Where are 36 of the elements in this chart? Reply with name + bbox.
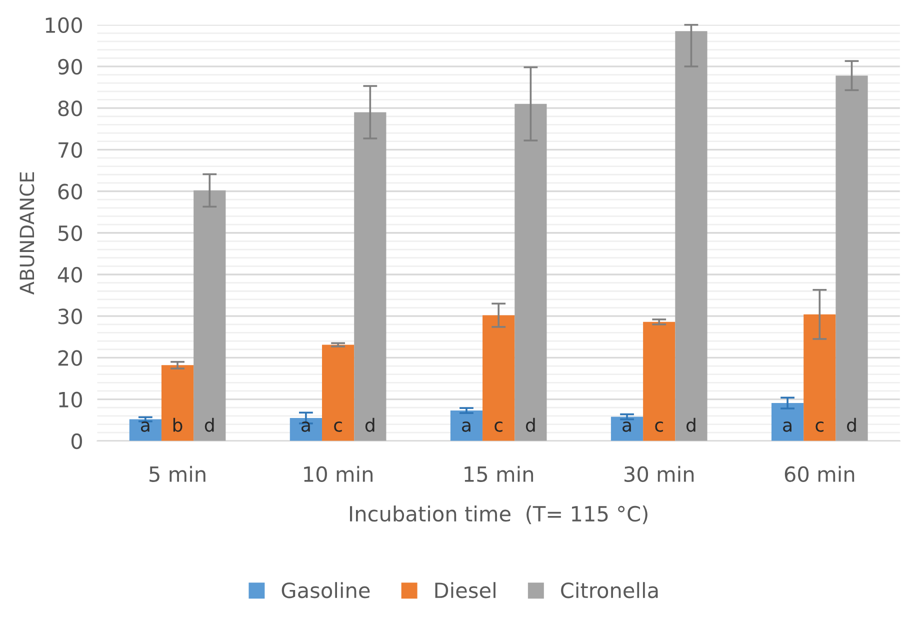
data-label: d <box>204 418 214 432</box>
legend-label: Diesel <box>435 582 496 598</box>
y-tick-label: 70 <box>58 142 82 158</box>
data-label: a <box>140 421 150 432</box>
data-label: a <box>462 421 470 432</box>
legend-label: Gasoline <box>282 582 370 598</box>
data-label: a <box>622 421 631 432</box>
y-tick-label: 50 <box>58 225 82 242</box>
y-tick-label: 40 <box>58 266 82 283</box>
data-label: b <box>173 418 182 432</box>
data-label: d <box>365 418 374 432</box>
x-tick-label: 60 min <box>784 466 854 482</box>
data-label: a <box>783 421 792 432</box>
x-tick-label: 30 min <box>624 466 694 482</box>
x-tick-label: 15 min <box>464 466 534 482</box>
data-label: c <box>816 421 824 432</box>
data-label: a <box>302 421 310 432</box>
x-tick-label: 10 min <box>304 466 372 482</box>
y-tick-label: 20 <box>58 350 82 366</box>
data-label: c <box>655 421 663 432</box>
data-label: c <box>494 421 502 432</box>
x-axis-title: Incubation time (T= 115 °C) <box>350 506 648 524</box>
y-axis-title: ABUNDANCE <box>20 172 34 295</box>
y-tick-label: 100 <box>46 17 82 34</box>
data-label: c <box>334 421 342 432</box>
x-tick-label: 5 min <box>150 466 206 482</box>
y-tick-label: 80 <box>58 100 82 116</box>
legend-label: Citronella <box>561 582 658 598</box>
data-label: d <box>526 418 535 432</box>
y-tick-label: 30 <box>58 308 82 324</box>
y-tick-label: 60 <box>58 184 82 200</box>
y-tick-label: 90 <box>58 58 82 75</box>
data-label: d <box>847 418 856 432</box>
y-tick-label: 10 <box>59 392 82 408</box>
data-label: d <box>686 418 696 432</box>
y-tick-label: 0 <box>71 433 82 450</box>
